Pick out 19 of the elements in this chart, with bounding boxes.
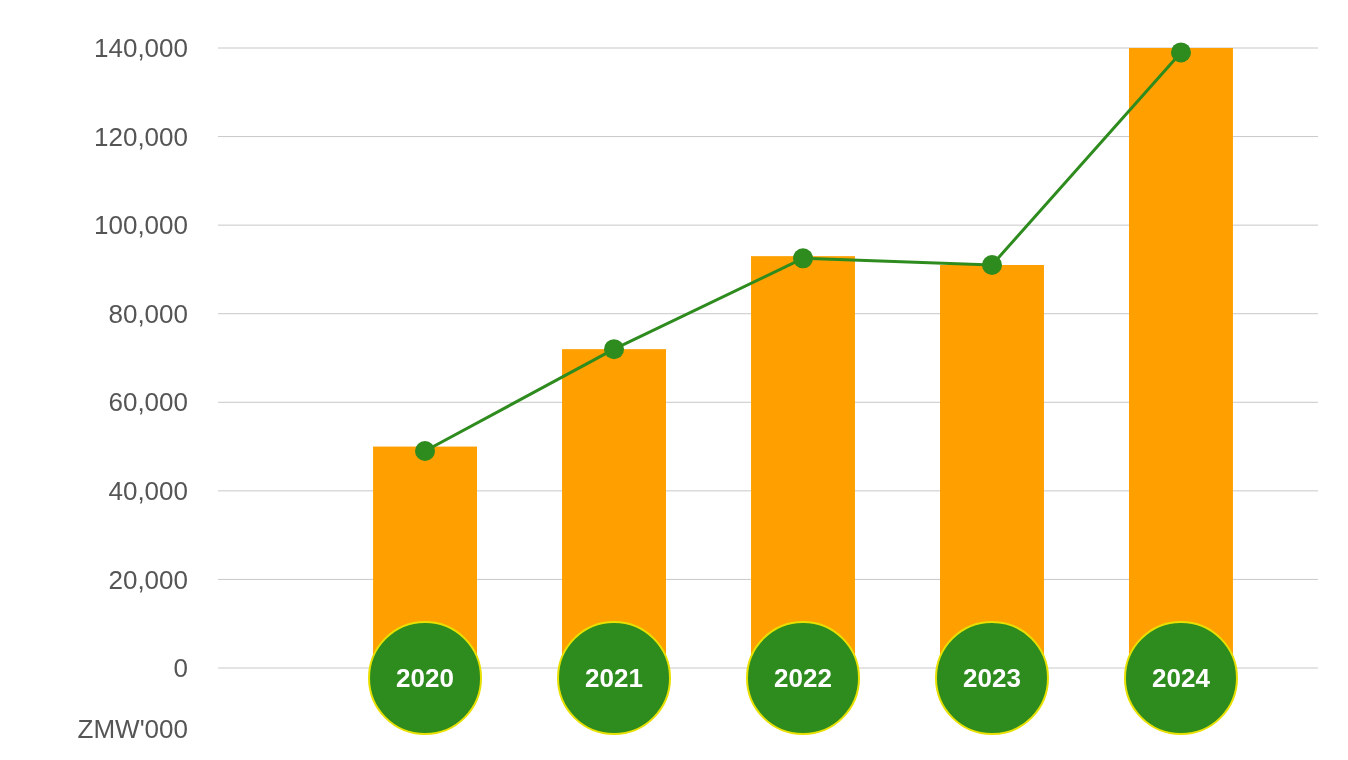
y-tick-label: 60,000 [108, 387, 188, 418]
y-tick-label: 20,000 [108, 564, 188, 595]
y-tick-label: 120,000 [94, 121, 188, 152]
y-tick-label: 40,000 [108, 475, 188, 506]
y-tick-label: 80,000 [108, 298, 188, 329]
x-tick-label: 2020 [396, 663, 454, 694]
point [1170, 42, 1191, 63]
x-tick-label: 2024 [1152, 663, 1211, 694]
y-axis-title: ZMW'000 [77, 714, 188, 744]
y-tick-label: 100,000 [94, 210, 188, 241]
point [981, 255, 1002, 275]
x-tick-label: 2021 [585, 663, 643, 694]
point [604, 339, 625, 360]
point [793, 248, 813, 269]
y-tick-label: 0 [173, 653, 188, 684]
x-tick-label: 2022 [774, 663, 832, 694]
x-tick-label: 2023 [963, 663, 1021, 694]
y-tick-label: 140,000 [94, 33, 188, 64]
point [415, 441, 436, 461]
